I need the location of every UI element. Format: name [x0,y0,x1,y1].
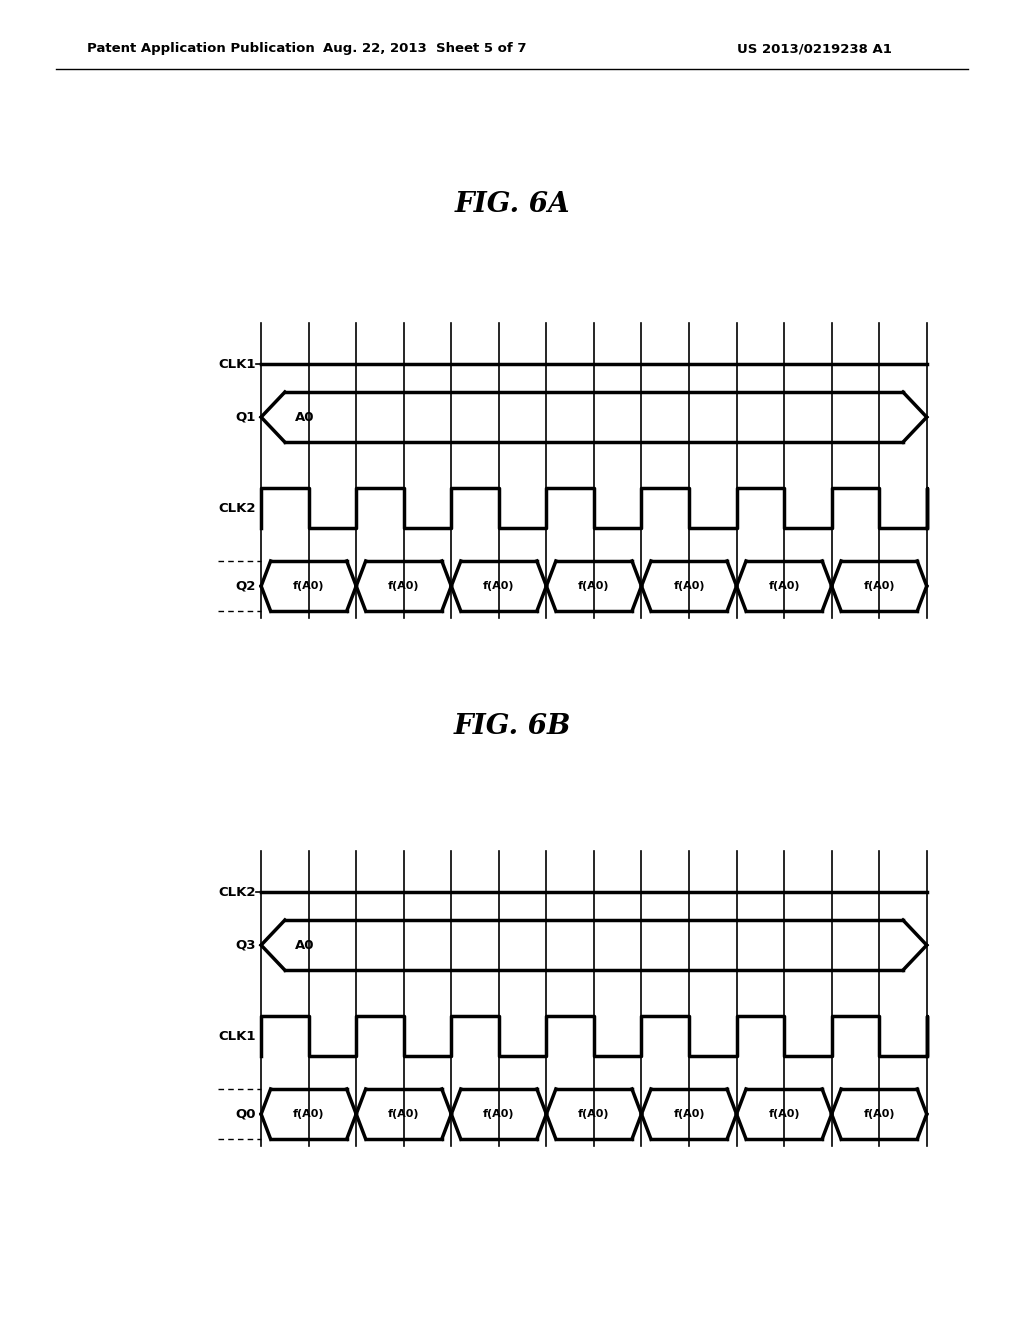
Text: Patent Application Publication: Patent Application Publication [87,42,314,55]
Text: f(A0): f(A0) [863,1109,895,1119]
Text: CLK2: CLK2 [218,886,256,899]
Text: Q1: Q1 [236,411,256,424]
Text: US 2013/0219238 A1: US 2013/0219238 A1 [737,42,892,55]
Text: CLK1: CLK1 [218,1030,256,1043]
Text: Q0: Q0 [236,1107,256,1121]
Text: f(A0): f(A0) [579,1109,609,1119]
Text: f(A0): f(A0) [673,581,705,591]
Text: f(A0): f(A0) [388,1109,420,1119]
Text: FIG. 6B: FIG. 6B [454,713,570,739]
Text: f(A0): f(A0) [768,581,800,591]
Text: f(A0): f(A0) [863,581,895,591]
Text: f(A0): f(A0) [388,581,420,591]
Text: f(A0): f(A0) [293,1109,325,1119]
Text: f(A0): f(A0) [673,1109,705,1119]
Text: f(A0): f(A0) [768,1109,800,1119]
Text: Q3: Q3 [236,939,256,952]
Text: CLK2: CLK2 [218,502,256,515]
Text: Q2: Q2 [236,579,256,593]
Text: f(A0): f(A0) [293,581,325,591]
Text: A0: A0 [295,939,314,952]
Text: A0: A0 [295,411,314,424]
Text: FIG. 6A: FIG. 6A [455,191,569,218]
Text: f(A0): f(A0) [579,581,609,591]
Text: f(A0): f(A0) [483,1109,515,1119]
Text: CLK1: CLK1 [218,358,256,371]
Text: Aug. 22, 2013  Sheet 5 of 7: Aug. 22, 2013 Sheet 5 of 7 [324,42,526,55]
Text: f(A0): f(A0) [483,581,515,591]
